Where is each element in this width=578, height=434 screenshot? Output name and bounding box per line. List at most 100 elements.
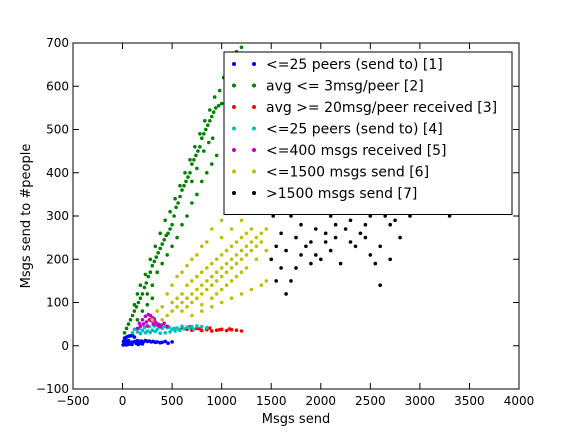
data-point [178, 328, 182, 333]
data-point [195, 326, 199, 331]
data-point [185, 296, 189, 301]
data-point [185, 263, 189, 268]
data-point [244, 253, 249, 257]
data-point [148, 270, 153, 275]
data-point [151, 322, 156, 326]
data-point [219, 101, 224, 106]
data-point [195, 253, 199, 257]
legend-marker [252, 126, 256, 131]
data-point [271, 214, 276, 218]
data-point [208, 119, 212, 123]
data-point [279, 266, 283, 270]
data-point [353, 244, 358, 249]
data-point [234, 328, 239, 333]
data-point [212, 95, 217, 99]
data-point [172, 214, 176, 218]
data-point [333, 222, 338, 227]
data-point [188, 158, 192, 162]
data-point [210, 274, 214, 279]
x-axis-label: Msgs send [262, 412, 330, 427]
data-point [274, 279, 279, 283]
data-point [132, 302, 137, 307]
y-tick-label: 0 [61, 339, 69, 353]
data-point [309, 261, 313, 266]
data-point [183, 171, 187, 175]
data-point [196, 149, 200, 153]
data-point [239, 329, 244, 333]
x-tick-label: 4000 [504, 394, 535, 408]
legend-marker [252, 148, 256, 152]
data-point [198, 132, 202, 136]
data-point [163, 339, 167, 344]
data-point [208, 326, 212, 330]
data-point [195, 274, 199, 279]
data-point [309, 240, 313, 244]
data-point [162, 324, 166, 329]
data-point [128, 318, 133, 322]
data-point [205, 171, 209, 175]
data-point [205, 325, 209, 330]
y-tick-label: 700 [46, 36, 69, 50]
data-point [200, 179, 204, 184]
data-point [210, 283, 214, 288]
legend-marker [252, 191, 256, 195]
data-point [140, 342, 145, 346]
data-point [192, 327, 196, 332]
x-tick-label: 2000 [306, 394, 337, 408]
data-point [180, 309, 184, 313]
data-point [234, 253, 239, 257]
data-point [146, 274, 151, 279]
legend-marker [252, 62, 256, 66]
data-point [205, 266, 209, 270]
data-point [138, 296, 143, 301]
data-point [136, 300, 141, 305]
data-point [160, 318, 164, 322]
data-point [214, 257, 219, 262]
data-point [193, 145, 197, 149]
data-point [176, 201, 180, 205]
data-point [130, 313, 135, 318]
data-point [180, 270, 184, 275]
data-point [289, 214, 293, 218]
data-point [140, 318, 145, 322]
data-point [216, 103, 221, 108]
data-point [314, 253, 318, 257]
data-point [178, 183, 182, 188]
data-point [143, 314, 148, 319]
data-point [155, 270, 159, 275]
data-point [155, 309, 159, 313]
data-point [184, 179, 188, 184]
data-point [170, 309, 174, 313]
data-point [182, 327, 186, 331]
data-point [368, 214, 373, 218]
data-point [138, 283, 143, 288]
data-point [160, 340, 164, 345]
legend-label: avg >= 20msg/peer received [3] [266, 100, 497, 116]
legend-marker [232, 148, 236, 152]
legend-label: <=25 peers (send to) [4] [266, 122, 443, 138]
data-point [408, 214, 412, 218]
data-point [239, 270, 244, 275]
data-point [166, 231, 170, 236]
data-point [154, 255, 159, 259]
legend-marker [252, 83, 256, 88]
data-point [259, 240, 264, 244]
data-point [205, 240, 209, 244]
data-point [214, 270, 219, 275]
data-point [214, 153, 219, 158]
data-point [299, 253, 303, 257]
data-point [368, 253, 373, 257]
data-point [338, 261, 343, 266]
data-point [140, 309, 145, 313]
data-point [244, 231, 249, 236]
data-point [142, 285, 147, 290]
data-point [190, 279, 194, 283]
data-point [229, 227, 234, 231]
data-point [214, 292, 219, 296]
data-point [160, 242, 164, 246]
data-point [170, 283, 174, 288]
series-1 [121, 333, 174, 347]
data-point [192, 158, 196, 162]
data-point [224, 328, 229, 333]
data-point [166, 341, 170, 346]
